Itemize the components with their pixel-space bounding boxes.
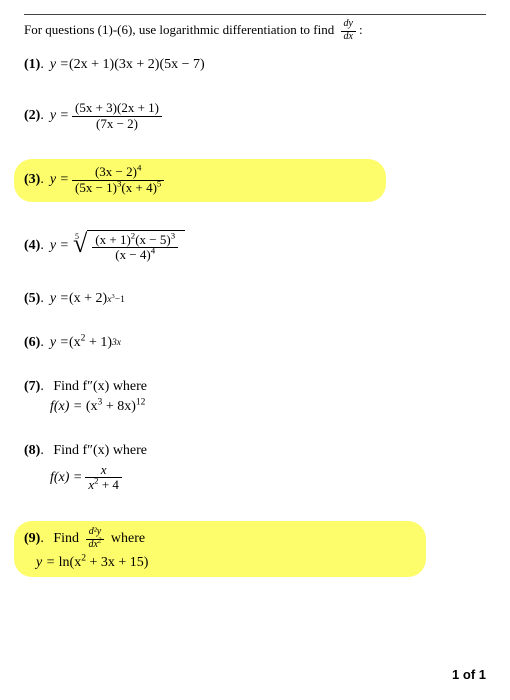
- p9-sublhs: y =: [36, 555, 59, 570]
- p3-frac-den: (5x − 1)3(x + 4)5: [72, 181, 164, 196]
- p2-lhs: y =: [50, 108, 69, 124]
- p4-rad-num: (x + 1)2(x − 5)3: [92, 233, 178, 249]
- problem-3: (3). y = (3x − 2)4 (5x − 1)3(x + 4)5: [14, 159, 386, 201]
- radical-symbol: √: [73, 234, 87, 255]
- problem-4: (4). y = 5 √ (x + 1)2(x − 5)3 (x − 4)4: [24, 230, 486, 263]
- p2-num: (2): [24, 108, 40, 123]
- dy-text: dy: [341, 19, 356, 32]
- p7-sb: + 8x): [102, 399, 136, 414]
- p1-rhs: (2x + 1)(3x + 2)(5x − 7): [69, 57, 205, 73]
- p4-rd-e: 4: [151, 246, 155, 256]
- p6-bb: + 1): [85, 335, 112, 350]
- problem-1: (1). y = (2x + 1)(3x + 2)(5x − 7): [24, 57, 486, 73]
- p9-num: (9): [24, 531, 40, 546]
- instruction-text: For questions (1)-(6), use logarithmic d…: [24, 22, 338, 37]
- dx-text: dx: [341, 32, 356, 44]
- p5-base: (x + 2): [69, 291, 107, 307]
- p5-exp-tail: −1: [115, 295, 125, 305]
- p4-rn-b: (x − 5): [135, 232, 171, 247]
- p3-fd-e2: 5: [157, 179, 161, 189]
- p3-fn-exp: 4: [137, 163, 141, 173]
- page-counter: 1 of 1: [452, 667, 486, 682]
- p9-stail: + 3x + 15): [86, 555, 148, 570]
- p7-sa: (x: [86, 399, 98, 414]
- p5-num: (5): [24, 291, 40, 306]
- p8-num: (8): [24, 443, 40, 458]
- p4-rd-a: (x − 4): [115, 247, 151, 262]
- p6-ba: (x: [69, 335, 81, 350]
- p7-text: Find f″(x) where: [53, 379, 147, 394]
- problem-8: (8). Find f″(x) where f(x) = x x2 + 4: [24, 443, 486, 493]
- p2-frac-num: (5x + 3)(2x + 1): [72, 101, 162, 117]
- p1-lhs: y =: [50, 57, 69, 73]
- p9-dx2: dx2: [86, 540, 105, 552]
- p2-frac-den: (7x − 2): [72, 117, 162, 132]
- p8-text: Find f″(x) where: [53, 443, 147, 458]
- p3-lhs: y =: [50, 172, 69, 188]
- p5-lhs: y =: [50, 291, 69, 307]
- p9-dx2e: 2: [98, 537, 101, 544]
- p9-ta: Find: [53, 531, 82, 546]
- p8-fdb: + 4: [99, 477, 119, 492]
- p3-fd-a: (5x − 1): [75, 180, 117, 195]
- p4-num: (4): [24, 238, 40, 253]
- p6-num: (6): [24, 335, 40, 350]
- problem-6: (6). y = (x2 + 1)3x: [24, 335, 486, 351]
- colon: :: [359, 22, 363, 37]
- problem-2: (2). y = (5x + 3)(2x + 1) (7x − 2): [24, 101, 486, 131]
- p7-sublhs: f(x) =: [50, 399, 86, 414]
- p9-tb: where: [107, 531, 145, 546]
- p4-rn-a: (x + 1): [95, 232, 131, 247]
- p3-fn-a: (3x − 2): [95, 164, 137, 179]
- p7-se2: 12: [136, 397, 146, 407]
- p8-fd: x2 + 4: [85, 478, 122, 493]
- p9-sfn: ln(x: [59, 555, 82, 570]
- p9-dx2a: dx: [89, 539, 98, 550]
- instructions: For questions (1)-(6), use logarithmic d…: [24, 14, 486, 43]
- p7-num: (7): [24, 379, 40, 394]
- p3-num: (3): [24, 172, 40, 187]
- p1-num: (1): [24, 57, 40, 72]
- p4-lhs: y =: [50, 238, 69, 254]
- problem-5: (5). y = (x + 2)x3−1: [24, 291, 486, 307]
- p4-root: 5 √ (x + 1)2(x − 5)3 (x − 4)4: [69, 230, 185, 263]
- p5-exponent: x3−1: [107, 297, 125, 300]
- p4-rn-e2: 3: [171, 230, 175, 240]
- p8-sublhs: f(x) =: [50, 470, 82, 486]
- p6-lhs: y =: [50, 335, 69, 351]
- problem-9: (9). Find d²ydx2 where y = ln(x2 + 3x + …: [14, 521, 426, 577]
- p4-rad-den: (x − 4)4: [92, 248, 178, 263]
- problem-7: (7). Find f″(x) where f(x) = (x3 + 8x)12: [24, 379, 486, 415]
- p3-fd-b: (x + 4): [121, 180, 157, 195]
